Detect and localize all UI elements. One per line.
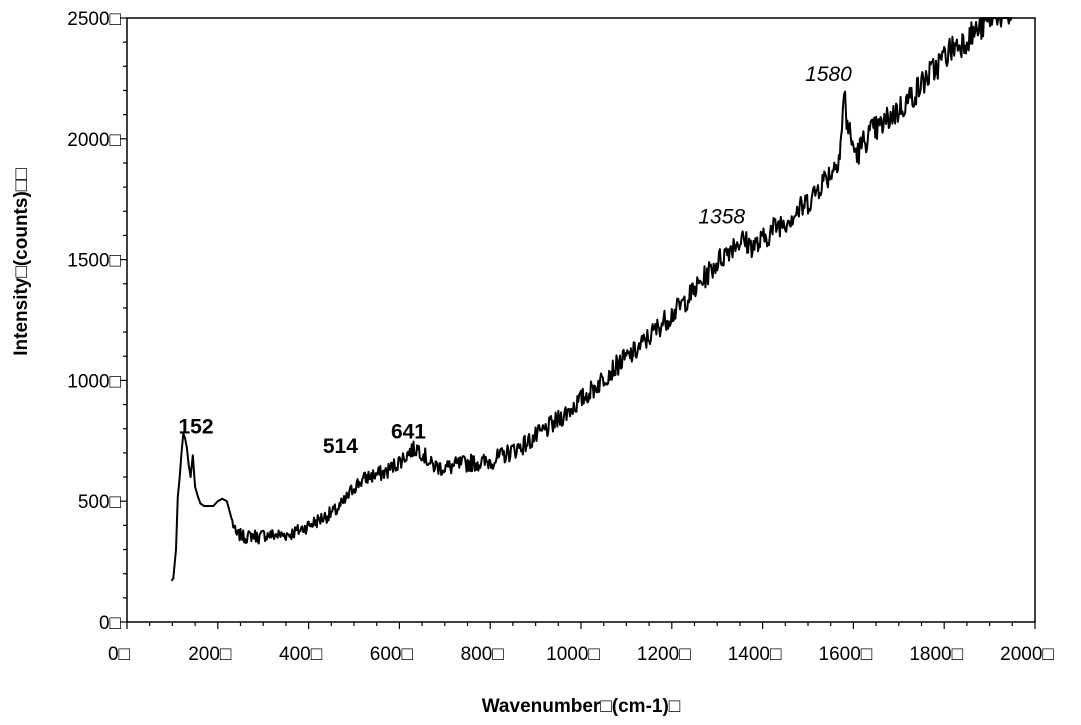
peak-label-1358: 1358 bbox=[698, 205, 745, 228]
peak-label-1580: 1580 bbox=[805, 63, 852, 86]
x-axis-title: Wavenumber□(cm-1)□ bbox=[482, 696, 681, 717]
y-tick-label: 500□ bbox=[78, 492, 122, 513]
peak-label-641: 641 bbox=[391, 420, 426, 443]
x-tick-label: 1000□ bbox=[546, 644, 600, 665]
x-tick-label: 1200□ bbox=[637, 644, 691, 665]
x-tick-label: 600□ bbox=[370, 644, 414, 665]
y-axis-title: Intensity□(counts)□□ bbox=[11, 168, 32, 356]
y-tick-label: 2000□ bbox=[67, 130, 121, 151]
x-tick-label: 0□ bbox=[108, 644, 131, 665]
x-tick-label: 1600□ bbox=[819, 644, 873, 665]
x-tick-label: 2000□ bbox=[1000, 644, 1054, 665]
y-tick-label: 1500□ bbox=[67, 251, 121, 272]
x-tick-label: 400□ bbox=[279, 644, 323, 665]
x-tick-label: 1400□ bbox=[728, 644, 782, 665]
x-tick-label: 1800□ bbox=[909, 644, 963, 665]
peak-label-514: 514 bbox=[323, 435, 358, 458]
x-tick-label: 200□ bbox=[188, 644, 232, 665]
y-tick-label: 1000□ bbox=[67, 371, 121, 392]
spectrum-line bbox=[170, 17, 1013, 582]
x-tick-label: 800□ bbox=[461, 644, 505, 665]
y-tick-label: 0□ bbox=[99, 613, 122, 634]
peak-label-152: 152 bbox=[178, 416, 213, 439]
y-tick-label: 2500□ bbox=[67, 9, 121, 30]
